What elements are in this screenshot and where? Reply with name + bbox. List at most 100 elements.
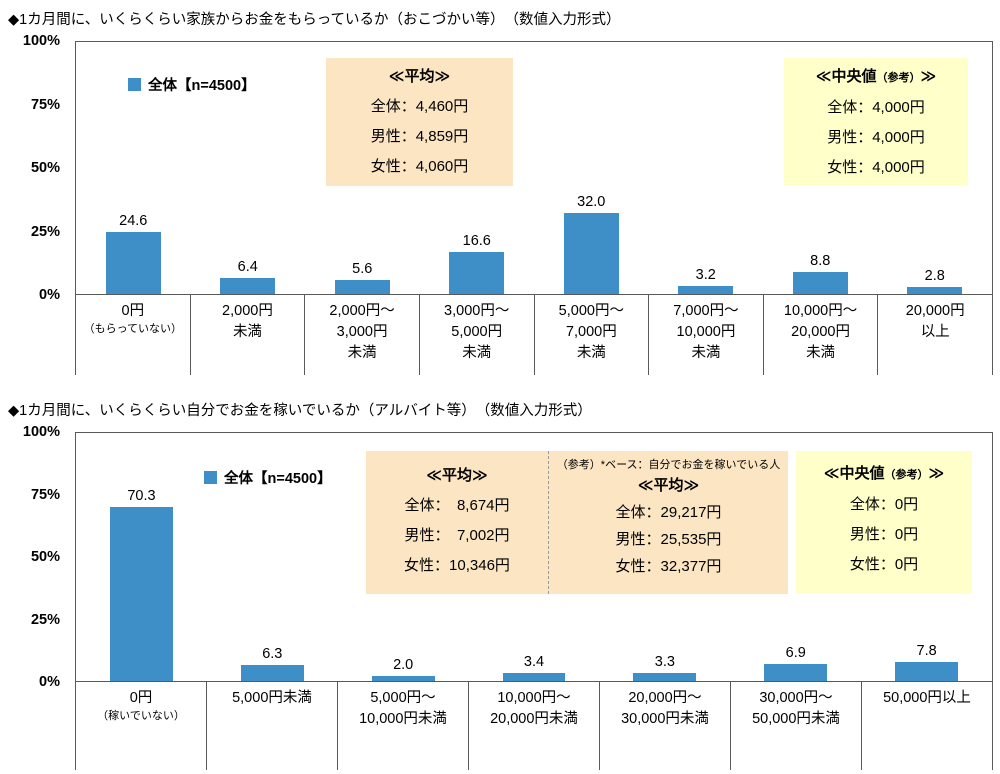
y-tick-label: 100% [22,424,60,440]
x-category-line: 20,000円 [791,324,850,340]
x-category-line: 0円 [121,303,145,319]
bar-value-label: 6.4 [237,258,258,275]
mean-earners-base-column: （参考）*ベース：自分でお金を稼いでいる人 ≪平均≫ 全体：29,217円 男性… [548,451,788,594]
x-category-line: （稼いでいない） [97,710,185,722]
bar-value-label: 16.6 [462,233,491,250]
chart2-mean-box: ≪平均≫ 全体： 8,674円 男性： 7,002円 女性：10,346円 （参… [366,451,788,594]
x-category-line: 7,000円 [565,324,617,340]
x-category-line: 3,000円～ [444,303,510,319]
bar-column: 6.9 [730,433,861,681]
x-category-label: 5,000円～ 10,000円未満 [337,682,468,770]
x-category-line: 10,000円～ [783,303,858,319]
bar-value-label: 8.8 [810,252,831,269]
y-tick-label: 25% [30,223,60,240]
bar [240,665,304,681]
chart2-plot-area: 70.3 6.3 2.0 3.4 3.3 6.9 7.8 全体【n=4500】 ≪平均≫ 全… [75,432,993,682]
bar [907,286,963,294]
bar-column: 3.2 [649,42,764,294]
x-category-line: 50,000円未満 [752,711,840,727]
x-category-line: 未満 [232,324,262,340]
chart1-mean-box: ≪平均≫ 全体：4,460円 男性：4,859円 女性：4,060円 [326,58,513,186]
y-tick-label: 75% [30,96,60,113]
mean-row-female: 女性：4,060円 [370,158,469,175]
x-category-line: 未満 [691,345,721,361]
chart1-legend-label: 全体【n=4500】 [148,78,256,94]
chart1-x-axis-labels: 0円 （もらっていない） 2,000円 未満 2,000円～ 3,000円 未満 3,000円… [75,295,993,375]
x-category-line: 7,000円～ [673,303,739,319]
bar-column: 6.3 [207,433,338,681]
bar-value-label: 24.6 [119,213,148,230]
median-box-heading: ≪中央値（参考）≫ [815,68,937,85]
x-category-label: 7,000円～ 10,000円 未満 [648,295,763,375]
x-category-line: 3,000円 [336,324,388,340]
mean-earners-row-female: 女性：32,377円 [615,558,722,575]
y-tick-label: 25% [30,611,60,628]
bar-value-label: 6.3 [262,646,283,663]
y-tick-label: 0% [39,287,60,303]
x-category-line: 未満 [462,345,492,361]
x-category-line: 2,000円 [222,303,273,319]
median-row-female: 女性：4,000円 [827,159,925,176]
mean-earners-row-male: 男性：25,535円 [615,531,722,548]
bar [764,663,828,681]
bar-column: 2.8 [878,42,993,294]
earners-base-note: （参考）*ベース：自分でお金を稼いでいる人 [556,459,781,471]
chart2-legend: 全体【n=4500】 [204,467,332,488]
x-category-line: 10,000円 [676,324,736,340]
y-tick-label: 50% [30,549,60,565]
bar [449,252,505,294]
mean-all-base-column: ≪平均≫ 全体： 8,674円 男性： 7,002円 女性：10,346円 [366,451,548,594]
x-category-line: 2,000円～ [329,303,395,319]
legend-swatch-icon [128,78,141,91]
bar-column: 8.8 [763,42,878,294]
x-category-line: 20,000円未満 [490,711,578,727]
bar [220,277,276,294]
chart1-legend: 全体【n=4500】 [128,74,256,95]
bar-column: 3.4 [469,433,600,681]
bar [105,232,161,294]
bar-column: 7.8 [861,433,992,681]
bar [633,672,697,681]
x-category-label: 20,000円～ 30,000円未満 [599,682,730,770]
bar-value-label: 3.3 [654,653,675,670]
x-category-line: 20,000円～ [628,690,702,706]
bar [895,661,958,681]
x-category-label: 3,000円～ 5,000円 未満 [418,295,534,375]
x-category-line: 5,000円未満 [232,690,312,706]
mean-row-total: 全体： 8,674円 [404,497,510,514]
bar-column: 16.6 [420,42,535,294]
x-category-label: 10,000円～ 20,000円未満 [762,295,878,375]
x-category-line: 50,000円以上 [883,690,971,706]
bar-column: 5.6 [305,42,420,294]
x-category-label: 5,000円～ 7,000円 未満 [533,295,649,375]
chart1-median-box: ≪中央値（参考）≫ 全体：4,000円 男性：4,000円 女性：4,000円 [784,58,968,186]
x-category-line: 未満 [576,345,606,361]
x-category-label: 20,000円 以上 [877,295,993,375]
bar-column: 32.0 [534,42,649,294]
bar [110,506,173,681]
bar [792,271,848,294]
x-category-label: 30,000円～ 50,000円未満 [730,682,861,770]
x-category-line: 未満 [806,345,836,361]
x-category-line: 5,000円 [451,324,503,340]
x-category-line: 0円 [129,690,153,706]
bar-column: 3.3 [599,433,730,681]
mean-box-heading: ≪平均≫ [426,467,488,484]
bar-value-label: 3.4 [523,653,545,670]
mean-row-female: 女性：10,346円 [404,557,510,574]
bar [371,676,435,681]
bar-value-label: 2.0 [393,657,414,674]
bar [678,285,734,294]
bar-value-label: 2.8 [924,267,945,284]
x-category-line: 5,000円～ [558,303,624,319]
mean-row-total: 全体：4,460円 [370,98,469,115]
mean-earners-heading: ≪平均≫ [637,477,700,494]
mean-box-heading: ≪平均≫ [388,68,451,85]
bar-value-label: 32.0 [577,194,606,211]
median-row-total: 全体：0円 [849,496,919,513]
y-tick-label: 0% [39,674,60,690]
x-category-line: 30,000円未満 [621,711,709,727]
x-category-label: 0円 （稼いでいない） [75,682,206,770]
bar [502,672,566,681]
